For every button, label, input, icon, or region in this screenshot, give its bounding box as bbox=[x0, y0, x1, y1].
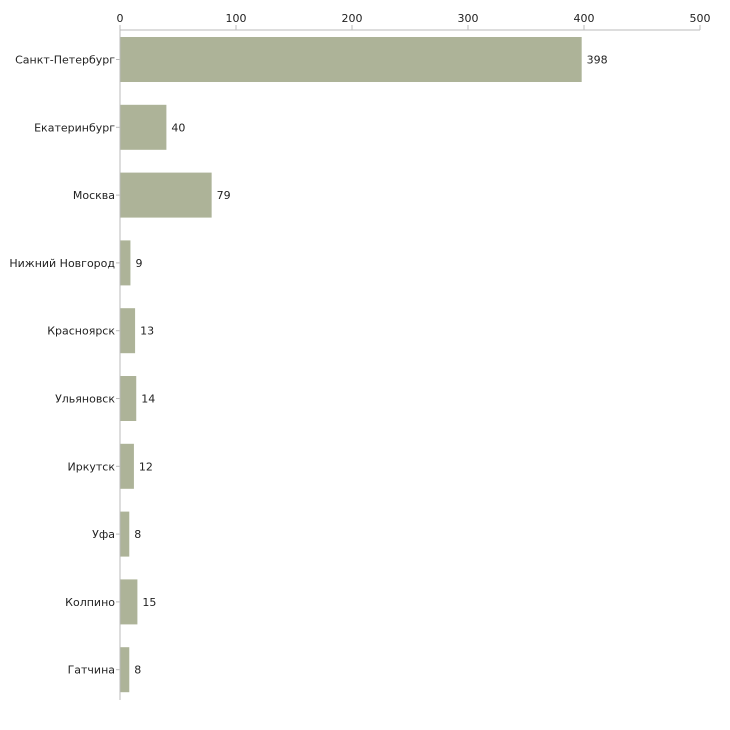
category-label: Екатеринбург bbox=[34, 121, 115, 134]
x-axis: 0 100 200 300 400 500 bbox=[117, 12, 711, 700]
value-label: 9 bbox=[135, 257, 142, 270]
x-tick-label: 200 bbox=[342, 12, 363, 25]
value-label: 12 bbox=[139, 460, 153, 473]
value-label: 14 bbox=[141, 393, 155, 406]
x-tick-label: 300 bbox=[458, 12, 479, 25]
bar bbox=[120, 308, 136, 354]
category-label: Ульяновск bbox=[55, 393, 115, 406]
bar bbox=[120, 511, 130, 557]
bar bbox=[120, 172, 212, 218]
value-label: 8 bbox=[134, 528, 141, 541]
x-tick-label: 100 bbox=[226, 12, 247, 25]
bar bbox=[120, 240, 131, 286]
bar bbox=[120, 104, 167, 150]
category-label: Колпино bbox=[65, 596, 115, 609]
bar bbox=[120, 647, 130, 693]
category-label: Москва bbox=[73, 189, 115, 202]
category-label: Санкт-Петербург bbox=[15, 54, 115, 67]
value-label: 79 bbox=[217, 189, 231, 202]
value-label: 398 bbox=[587, 54, 608, 67]
bar bbox=[120, 443, 134, 489]
bar bbox=[120, 37, 582, 82]
value-label: 15 bbox=[142, 596, 156, 609]
category-label: Уфа bbox=[92, 528, 115, 541]
category-label: Иркутск bbox=[68, 460, 116, 473]
x-tick-label: 400 bbox=[574, 12, 595, 25]
bar bbox=[120, 376, 137, 421]
value-label: 8 bbox=[134, 664, 141, 677]
value-labels: 398 40 79 9 13 14 12 8 15 8 bbox=[134, 54, 607, 677]
x-tick-label: 500 bbox=[690, 12, 711, 25]
value-label: 13 bbox=[140, 325, 154, 338]
value-label: 40 bbox=[171, 121, 185, 134]
category-label: Нижний Новгород bbox=[9, 257, 115, 270]
category-label: Красноярск bbox=[47, 325, 115, 338]
bar bbox=[120, 579, 138, 625]
bars bbox=[120, 37, 582, 693]
x-tick-label: 0 bbox=[117, 12, 124, 25]
category-labels: Санкт-Петербург Екатеринбург Москва Нижний … bbox=[9, 54, 120, 677]
category-label: Гатчина bbox=[68, 664, 115, 677]
